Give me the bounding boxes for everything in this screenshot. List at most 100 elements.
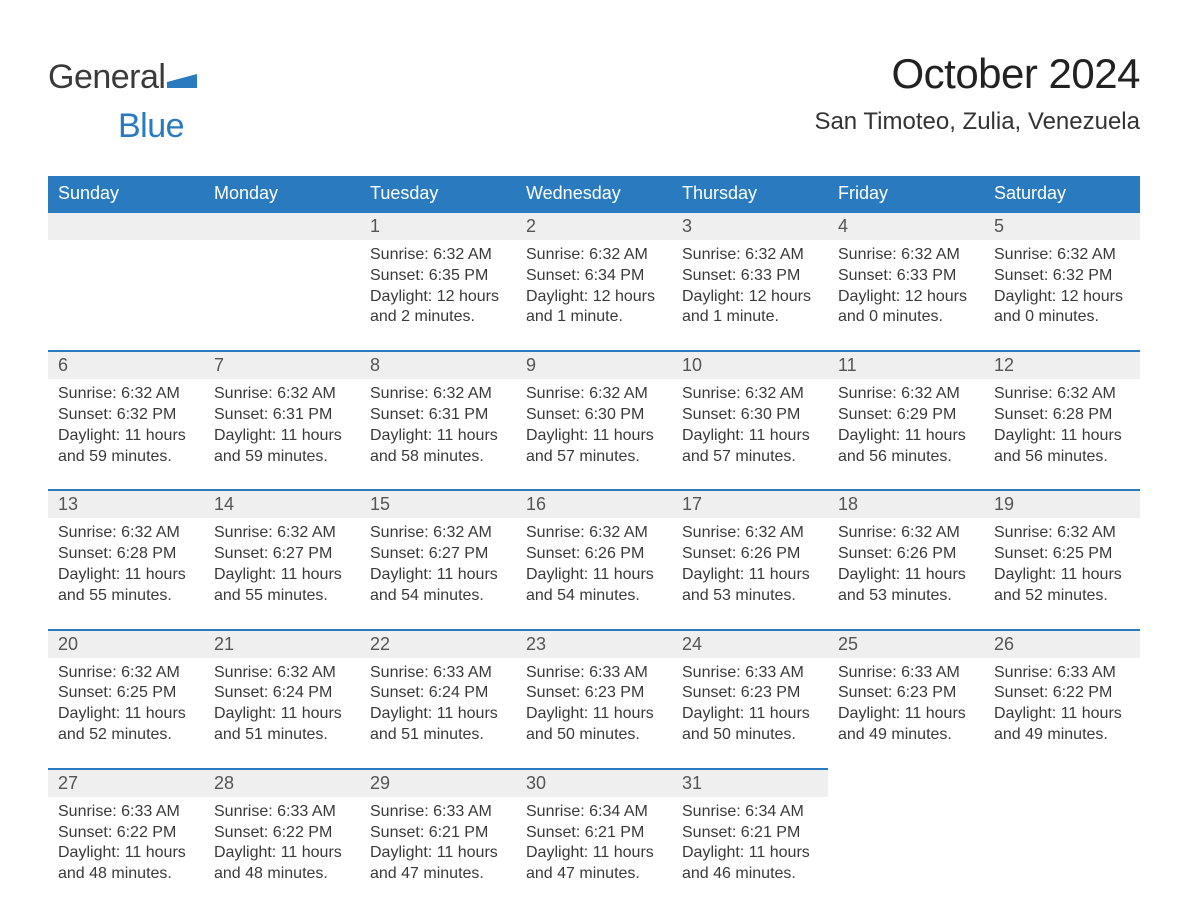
day-detail-cell: Sunrise: 6:32 AMSunset: 6:26 PMDaylight:… — [828, 518, 984, 629]
sunset-line: Sunset: 6:22 PM — [994, 683, 1130, 704]
day-number-cell: 18 — [828, 490, 984, 518]
daylight-line: Daylight: 11 hours and 57 minutes. — [526, 426, 662, 468]
title-block: October 2024 San Timoteo, Zulia, Venezue… — [814, 50, 1140, 136]
daylight-line: Daylight: 11 hours and 55 minutes. — [58, 565, 194, 607]
day-detail-cell: Sunrise: 6:32 AMSunset: 6:33 PMDaylight:… — [672, 240, 828, 351]
day-detail-cell: Sunrise: 6:33 AMSunset: 6:22 PMDaylight:… — [984, 658, 1140, 769]
day-number-cell: 21 — [204, 630, 360, 658]
day-detail-cell: Sunrise: 6:32 AMSunset: 6:28 PMDaylight:… — [48, 518, 204, 629]
sunset-line: Sunset: 6:26 PM — [682, 544, 818, 565]
sunrise-line: Sunrise: 6:32 AM — [994, 384, 1130, 405]
day-detail-row: Sunrise: 6:32 AMSunset: 6:28 PMDaylight:… — [48, 518, 1140, 629]
sunset-line: Sunset: 6:30 PM — [682, 405, 818, 426]
day-number-row: 20212223242526 — [48, 630, 1140, 658]
day-number-cell: 3 — [672, 212, 828, 240]
weekday-header-row: SundayMondayTuesdayWednesdayThursdayFrid… — [48, 176, 1140, 212]
sunset-line: Sunset: 6:27 PM — [214, 544, 350, 565]
logo-text-general: General — [48, 58, 165, 96]
sunrise-line: Sunrise: 6:32 AM — [214, 384, 350, 405]
sunrise-line: Sunrise: 6:33 AM — [370, 802, 506, 823]
daylight-line: Daylight: 11 hours and 58 minutes. — [370, 426, 506, 468]
daylight-line: Daylight: 11 hours and 53 minutes. — [682, 565, 818, 607]
sunrise-line: Sunrise: 6:32 AM — [58, 523, 194, 544]
daylight-line: Daylight: 11 hours and 50 minutes. — [526, 704, 662, 746]
weekday-header: Friday — [828, 176, 984, 212]
daylight-line: Daylight: 11 hours and 50 minutes. — [682, 704, 818, 746]
day-detail-cell: Sunrise: 6:32 AMSunset: 6:26 PMDaylight:… — [672, 518, 828, 629]
sunrise-line: Sunrise: 6:33 AM — [526, 663, 662, 684]
day-detail-cell: Sunrise: 6:33 AMSunset: 6:23 PMDaylight:… — [672, 658, 828, 769]
day-number-cell — [828, 769, 984, 797]
day-detail-cell: Sunrise: 6:32 AMSunset: 6:26 PMDaylight:… — [516, 518, 672, 629]
day-detail-cell: Sunrise: 6:33 AMSunset: 6:24 PMDaylight:… — [360, 658, 516, 769]
sunset-line: Sunset: 6:23 PM — [526, 683, 662, 704]
sunset-line: Sunset: 6:26 PM — [526, 544, 662, 565]
sunrise-line: Sunrise: 6:32 AM — [370, 523, 506, 544]
daylight-line: Daylight: 11 hours and 57 minutes. — [682, 426, 818, 468]
day-detail-row: Sunrise: 6:32 AM Sunset: 6:32 PM Daylight:… — [48, 379, 1140, 490]
day-number-cell: 30 — [516, 769, 672, 797]
day-detail-cell: Sunrise: 6:33 AMSunset: 6:23 PMDaylight:… — [516, 658, 672, 769]
day-number-cell: 25 — [828, 630, 984, 658]
sunset-line: Sunset: 6:33 PM — [682, 266, 818, 287]
day-detail-row: Sunrise: 6:32 AMSunset: 6:25 PMDaylight:… — [48, 658, 1140, 769]
sunrise-line: Sunrise: 6:32 AM — [58, 663, 194, 684]
day-detail-cell: Sunrise: 6:32 AMSunset: 6:30 PMDaylight:… — [672, 379, 828, 490]
sunset-line: Sunset: 6:21 PM — [682, 823, 818, 844]
sunrise-line: Sunrise: 6:32 AM — [214, 523, 350, 544]
day-detail-cell: Sunrise: 6:32 AMSunset: 6:32 PMDaylight:… — [48, 379, 204, 490]
day-number-cell: 4 — [828, 212, 984, 240]
day-number-cell: 11 — [828, 351, 984, 379]
day-number-cell: 29 — [360, 769, 516, 797]
day-detail-cell: Sunrise: 6:32 AMSunset: 6:25 PMDaylight:… — [48, 658, 204, 769]
sunset-line: Sunset: 6:31 PM — [370, 405, 506, 426]
sunrise-line: Sunrise: 6:33 AM — [370, 663, 506, 684]
day-detail-cell: Sunrise: 6:32 AMSunset: 6:35 PMDaylight:… — [360, 240, 516, 351]
sunset-line: Sunset: 6:32 PM — [994, 266, 1130, 287]
sunset-line: Sunset: 6:26 PM — [838, 544, 974, 565]
day-detail-cell: Sunrise: 6:32 AMSunset: 6:33 PMDaylight:… — [828, 240, 984, 351]
daylight-line: Daylight: 11 hours and 53 minutes. — [838, 565, 974, 607]
sunset-line: Sunset: 6:35 PM — [370, 266, 506, 287]
day-detail-cell — [204, 240, 360, 351]
sunrise-line: Sunrise: 6:34 AM — [526, 802, 662, 823]
sunrise-line: Sunrise: 6:33 AM — [214, 802, 350, 823]
sunrise-line: Sunrise: 6:32 AM — [994, 523, 1130, 544]
weekday-header: Sunday — [48, 176, 204, 212]
day-detail-cell: Sunrise: 6:32 AMSunset: 6:27 PMDaylight:… — [360, 518, 516, 629]
flag-icon — [167, 70, 197, 93]
day-detail-cell: Sunrise: 6:32 AMSunset: 6:27 PMDaylight:… — [204, 518, 360, 629]
sunrise-line: Sunrise: 6:32 AM — [994, 245, 1130, 266]
daylight-line: Daylight: 12 hours and 2 minutes. — [370, 287, 506, 329]
daylight-line: Daylight: 11 hours and 55 minutes. — [214, 565, 350, 607]
day-detail-cell: Sunrise: 6:32 AMSunset: 6:30 PMDaylight:… — [516, 379, 672, 490]
day-detail-cell: Sunrise: 6:32 AMSunset: 6:32 PMDaylight:… — [984, 240, 1140, 351]
daylight-line: Daylight: 12 hours and 0 minutes. — [994, 287, 1130, 329]
day-number-cell: 23 — [516, 630, 672, 658]
day-detail-cell: Sunrise: 6:32 AMSunset: 6:34 PMDaylight:… — [516, 240, 672, 351]
sunrise-line: Sunrise: 6:32 AM — [838, 384, 974, 405]
sunset-line: Sunset: 6:31 PM — [214, 405, 350, 426]
day-number-cell: 17 — [672, 490, 828, 518]
day-number-cell: 6 — [48, 351, 204, 379]
day-number-cell: 28 — [204, 769, 360, 797]
weekday-header: Thursday — [672, 176, 828, 212]
sunrise-line: Sunrise: 6:33 AM — [838, 663, 974, 684]
day-detail-row: Sunrise: 6:33 AMSunset: 6:22 PMDaylight:… — [48, 797, 1140, 907]
day-detail-cell: Sunrise: 6:32 AMSunset: 6:24 PMDaylight:… — [204, 658, 360, 769]
day-detail-cell: Sunrise: 6:33 AMSunset: 6:22 PMDaylight:… — [48, 797, 204, 907]
day-number-cell — [48, 212, 204, 240]
day-number-cell — [984, 769, 1140, 797]
sunset-line: Sunset: 6:29 PM — [838, 405, 974, 426]
sunset-line: Sunset: 6:32 PM — [58, 405, 194, 426]
sunrise-line: Sunrise: 6:32 AM — [682, 245, 818, 266]
day-number-cell: 2 — [516, 212, 672, 240]
day-detail-cell — [984, 797, 1140, 907]
weekday-header: Wednesday — [516, 176, 672, 212]
daylight-line: Daylight: 12 hours and 1 minute. — [526, 287, 662, 329]
daylight-line: Daylight: 11 hours and 54 minutes. — [526, 565, 662, 607]
weekday-header: Tuesday — [360, 176, 516, 212]
daylight-line: Daylight: 11 hours and 48 minutes. — [58, 843, 194, 885]
daylight-line: Daylight: 11 hours and 56 minutes. — [994, 426, 1130, 468]
daylight-line: Daylight: 11 hours and 52 minutes. — [58, 704, 194, 746]
